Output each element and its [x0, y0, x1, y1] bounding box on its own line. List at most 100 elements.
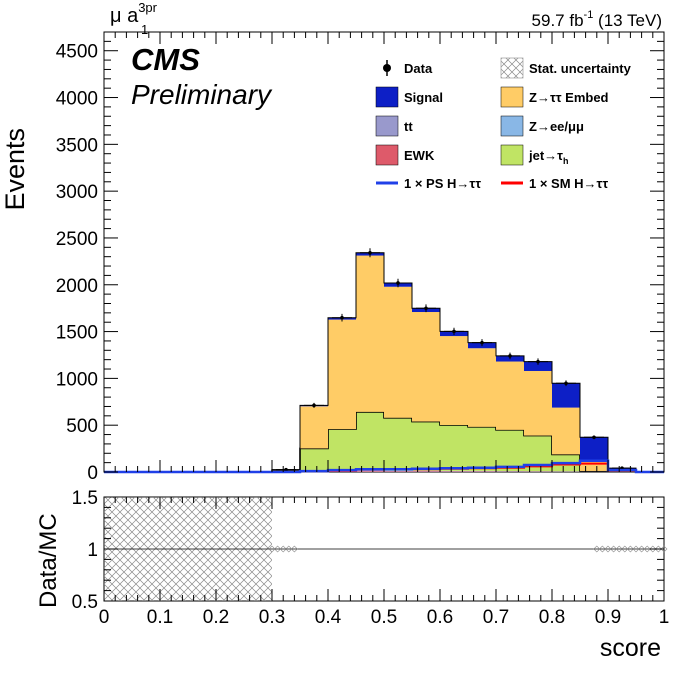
legend-entry-ztt: Z→ττ Embed: [500, 86, 609, 108]
legend-entry-stat: Stat. uncertainty: [500, 57, 632, 79]
stack-bar: [468, 426, 496, 471]
main-y-tick-label: 2500: [56, 229, 98, 250]
ratio-x-tick-label: 1: [659, 607, 670, 628]
ratio-x-tick-label: 0.2: [203, 607, 229, 628]
svg-text:Stat. uncertainty: Stat. uncertainty: [529, 61, 632, 76]
ratio-x-tick-label: 0: [99, 607, 110, 628]
channel-label: μ a3pr: [110, 0, 158, 27]
data-marker-icon: [383, 64, 391, 72]
x-axis-title: score: [600, 634, 661, 662]
main-y-tick-label: 3500: [56, 135, 98, 156]
ratio-uncertainty-marker: [660, 545, 668, 553]
data-point: [284, 467, 288, 472]
stack-bar: [300, 406, 328, 449]
stack-bar: [496, 361, 524, 430]
svg-text:1 × PS H→ττ: 1 × PS H→ττ: [404, 176, 481, 191]
stack-bar: [356, 411, 384, 471]
data-point: [368, 250, 372, 255]
stack-bar: [440, 425, 468, 471]
stack-bar: [356, 471, 384, 472]
main-y-tick-label: 3000: [56, 182, 98, 203]
stack-bar: [552, 407, 580, 455]
stack-bar: [300, 448, 328, 470]
ratio-uncertainty-marker: [290, 545, 298, 553]
ratio-x-tick-label: 0.1: [147, 607, 173, 628]
main-y-tick-label: 1000: [56, 369, 98, 390]
stack-bar: [412, 471, 440, 472]
legend-entry-tt: tt: [375, 115, 413, 137]
data-point: [340, 315, 344, 320]
ratio-y-tick-label: 1: [87, 540, 98, 561]
legend-entry-signal: Signal: [375, 86, 443, 108]
main-y-axis: 0 500 1000 1500 2000 2500 3000 3500 4000 4500: [56, 40, 664, 484]
stack-bar: [356, 255, 384, 412]
luminosity-label: 59.7 fb-1 (13 TeV): [532, 9, 662, 30]
ratio-content: [104, 497, 668, 601]
legend-entry-sm: 1 × SM H→ττ: [501, 176, 608, 191]
ratio-x-tick-label: 0.7: [483, 607, 509, 628]
legend-entry-data: Data: [383, 60, 433, 76]
stack-bar: [496, 429, 524, 472]
ratio-x-tick-label: 0.3: [259, 607, 285, 628]
main-y-tick-label: 0: [87, 463, 98, 484]
stack-bar: [328, 319, 356, 430]
data-point: [536, 359, 540, 364]
ratio-x-tick-label: 0.8: [539, 607, 565, 628]
data-point: [396, 281, 400, 285]
main-y-tick-label: 1500: [56, 323, 98, 344]
data-point: [480, 340, 484, 345]
stack-bar: [328, 429, 356, 471]
stack-bar: [384, 417, 412, 471]
data-points: [276, 248, 632, 472]
svg-text:EWK: EWK: [404, 148, 435, 163]
data-point: [564, 381, 568, 386]
svg-text:1 × SM H→ττ: 1 × SM H→ττ: [529, 176, 608, 191]
stack-bar: [356, 470, 384, 472]
channel-subscript: 1: [141, 22, 148, 37]
svg-text:Signal: Signal: [404, 90, 443, 105]
data-point: [452, 329, 456, 334]
main-y-tick-label: 2000: [56, 276, 98, 297]
ratio-x-tick-label: 0.9: [595, 607, 621, 628]
stack-bar: [580, 459, 608, 471]
stack-bar: [524, 361, 552, 371]
preliminary-label: Preliminary: [131, 79, 273, 110]
data-point: [508, 354, 512, 358]
stack-bar: [468, 348, 496, 427]
stack-bar: [328, 471, 356, 472]
data-point: [424, 306, 428, 311]
legend: Data Stat. uncertainty Signal Z→ττ Embed…: [375, 57, 632, 191]
data-point: [592, 435, 596, 440]
svg-text:Z→ee/μμ: Z→ee/μμ: [529, 119, 584, 134]
data-point: [312, 403, 316, 408]
stack-bar: [412, 312, 440, 422]
legend-entry-ewk: EWK: [375, 144, 435, 166]
main-y-tick-label: 4000: [56, 89, 98, 110]
ratio-x-tick-label: 0.4: [315, 607, 342, 628]
stack-bar: [580, 437, 608, 460]
legend-entry-ps: 1 × PS H→ττ: [376, 176, 481, 191]
stack-bar: [384, 471, 412, 472]
svg-text:tt: tt: [404, 119, 413, 134]
ratio-x-tick-label: 0.5: [371, 607, 397, 628]
main-y-tick-label: 4500: [56, 42, 98, 63]
ratio-x-tick-label: 0.6: [427, 607, 453, 628]
svg-text:jet→τh: jet→τh: [528, 148, 568, 166]
svg-text:Data: Data: [404, 61, 433, 76]
stack-bar: [440, 336, 468, 426]
stack-bar: [384, 286, 412, 418]
ratio-y-tick-label: 0.5: [72, 592, 98, 613]
stack-bar: [412, 421, 440, 471]
ratio-y-tick-label: 1.5: [72, 488, 98, 509]
ratio-y-axis-title: Data/MC: [35, 513, 62, 608]
legend-entry-zll: Z→ee/μμ: [500, 115, 584, 137]
stack-histogram: [104, 252, 664, 473]
legend-entry-jetfake: jet→τh: [500, 144, 568, 166]
svg-text:Z→ττ Embed: Z→ττ Embed: [529, 90, 609, 105]
main-x-ticks: [103, 32, 665, 472]
stack-bar: [552, 383, 580, 408]
ratio-x-axis: 0 0.1 0.2 0.3 0.4 0.5 0.6 0.7 0.8 0.9 1: [99, 497, 670, 628]
main-y-axis-title: Events: [0, 128, 30, 211]
cms-label: CMS: [131, 42, 200, 77]
